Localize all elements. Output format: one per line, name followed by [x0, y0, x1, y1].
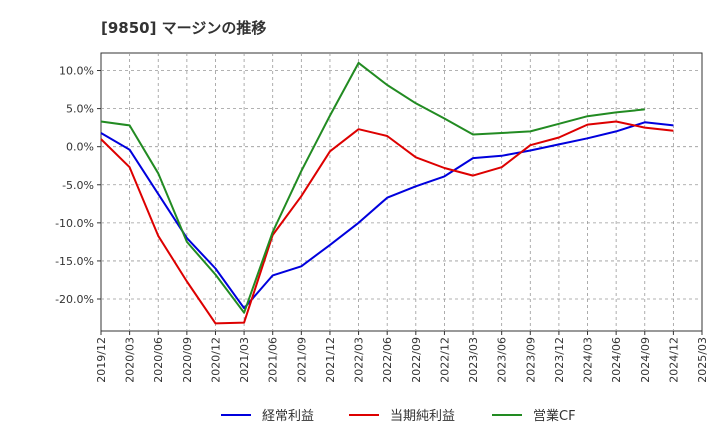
x-tick-label: 2022/09 [410, 337, 423, 383]
y-tick-label: -10.0% [55, 217, 94, 230]
x-tick-label: 2022/06 [381, 337, 394, 383]
y-tick-label: -5.0% [62, 179, 94, 192]
x-tick-label: 2021/09 [295, 337, 308, 383]
series-line [100, 120, 674, 325]
y-tick-label: 10.0% [59, 65, 94, 78]
legend-label: 経常利益 [262, 409, 314, 424]
legend-label: 当期純利益 [390, 409, 455, 424]
legend-label: 営業CF [533, 408, 576, 424]
x-tick-label: 2023/06 [496, 337, 509, 383]
x-tick-label: 2024/03 [582, 337, 595, 383]
series-lines [100, 61, 674, 325]
x-tick-label: 2023/03 [467, 337, 480, 383]
x-tick-label: 2021/03 [238, 337, 251, 383]
axes: 10.0% 5.0% 0.0% -5.0% -10.0% -15.0% -20.0% 2019… [55, 65, 709, 383]
chart-title: [9850] マージンの推移 [101, 19, 266, 37]
x-tick-label: 2021/12 [324, 337, 337, 383]
x-tick-label: 2019/12 [95, 337, 108, 383]
x-tick-label: 2024/09 [639, 337, 652, 383]
x-tick-label: 2023/12 [553, 337, 566, 383]
x-tick-label: 2020/12 [209, 337, 222, 383]
x-tick-label: 2022/03 [353, 337, 366, 383]
y-tick-label: 5.0% [66, 103, 94, 116]
x-tick-label: 2020/03 [124, 337, 137, 383]
x-tick-label: 2020/09 [181, 337, 194, 383]
x-tick-label: 2022/12 [438, 337, 451, 383]
legend: 経常利益 当期純利益 営業CF [221, 408, 576, 424]
series-line [100, 121, 674, 310]
x-tick-label: 2021/06 [267, 337, 280, 383]
y-tick-label: -15.0% [55, 255, 94, 268]
x-tick-label: 2023/09 [524, 337, 537, 383]
y-tick-label: -20.0% [55, 293, 94, 306]
series-line [100, 61, 645, 314]
x-tick-label: 2024/12 [667, 337, 680, 383]
x-tick-label: 2025/03 [696, 337, 709, 383]
x-tick-label: 2024/06 [610, 337, 623, 383]
y-tick-label: 0.0% [66, 141, 94, 154]
x-tick-label: 2020/06 [152, 337, 165, 383]
